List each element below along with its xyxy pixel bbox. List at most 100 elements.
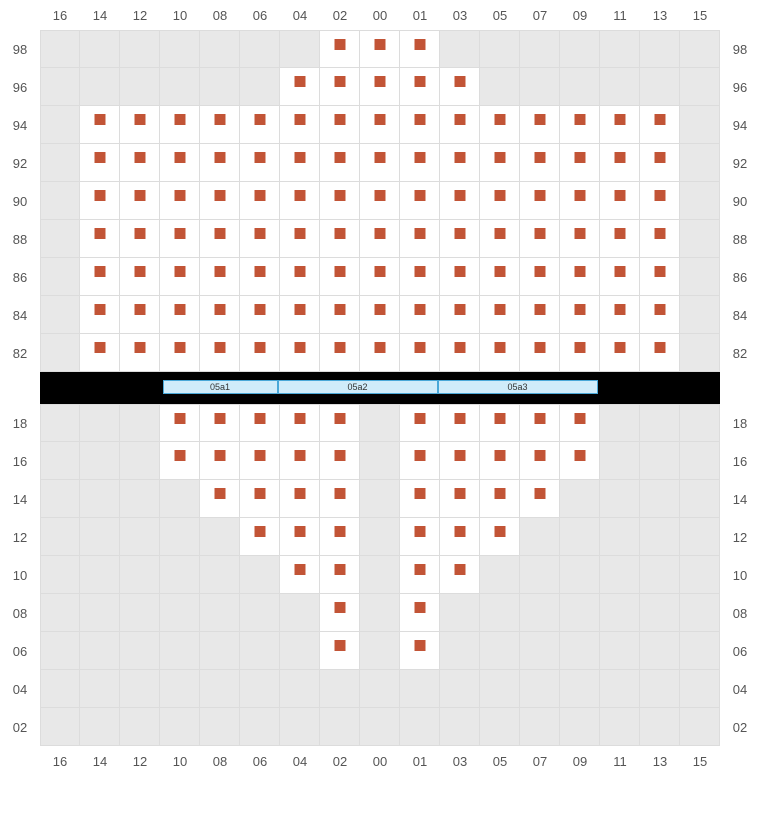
seat-cell[interactable] (240, 518, 280, 556)
seat-cell[interactable] (200, 404, 240, 442)
seat-cell[interactable] (440, 480, 480, 518)
seat-cell[interactable] (400, 632, 440, 670)
seat-cell[interactable] (120, 296, 160, 334)
seat-cell[interactable] (440, 144, 480, 182)
seat-cell[interactable] (320, 442, 360, 480)
seat-cell[interactable] (520, 404, 560, 442)
seat-cell[interactable] (240, 220, 280, 258)
seat-cell[interactable] (480, 404, 520, 442)
seat-cell[interactable] (560, 296, 600, 334)
seat-cell[interactable] (320, 68, 360, 106)
seat-cell[interactable] (120, 144, 160, 182)
seat-cell[interactable] (600, 144, 640, 182)
seat-cell[interactable] (320, 334, 360, 372)
seat-cell[interactable] (400, 296, 440, 334)
seat-cell[interactable] (400, 442, 440, 480)
seat-cell[interactable] (160, 334, 200, 372)
seat-cell[interactable] (520, 480, 560, 518)
seat-cell[interactable] (360, 334, 400, 372)
seat-cell[interactable] (440, 106, 480, 144)
seat-cell[interactable] (280, 106, 320, 144)
seat-cell[interactable] (360, 68, 400, 106)
seat-cell[interactable] (80, 296, 120, 334)
seat-cell[interactable] (240, 442, 280, 480)
seat-cell[interactable] (520, 334, 560, 372)
seat-cell[interactable] (440, 404, 480, 442)
seat-cell[interactable] (400, 480, 440, 518)
seat-cell[interactable] (160, 404, 200, 442)
seat-cell[interactable] (480, 220, 520, 258)
seat-cell[interactable] (600, 106, 640, 144)
seat-cell[interactable] (120, 106, 160, 144)
seat-cell[interactable] (480, 106, 520, 144)
seat-cell[interactable] (280, 68, 320, 106)
seat-cell[interactable] (560, 144, 600, 182)
seat-cell[interactable] (280, 442, 320, 480)
seat-cell[interactable] (640, 220, 680, 258)
seat-cell[interactable] (520, 258, 560, 296)
seat-cell[interactable] (80, 258, 120, 296)
seat-cell[interactable] (400, 594, 440, 632)
stage-tab[interactable]: 05a1 (163, 380, 278, 394)
seat-cell[interactable] (600, 334, 640, 372)
seat-cell[interactable] (640, 144, 680, 182)
seat-cell[interactable] (360, 106, 400, 144)
seat-cell[interactable] (400, 106, 440, 144)
seat-cell[interactable] (480, 296, 520, 334)
seat-cell[interactable] (240, 404, 280, 442)
seat-cell[interactable] (320, 480, 360, 518)
seat-cell[interactable] (640, 296, 680, 334)
seat-cell[interactable] (120, 182, 160, 220)
seat-cell[interactable] (360, 144, 400, 182)
seat-cell[interactable] (560, 220, 600, 258)
seat-cell[interactable] (520, 442, 560, 480)
seat-cell[interactable] (320, 182, 360, 220)
seat-cell[interactable] (80, 220, 120, 258)
seat-cell[interactable] (600, 182, 640, 220)
seat-cell[interactable] (280, 480, 320, 518)
seat-cell[interactable] (200, 258, 240, 296)
seat-cell[interactable] (360, 296, 400, 334)
seat-cell[interactable] (480, 334, 520, 372)
seat-cell[interactable] (320, 296, 360, 334)
seat-cell[interactable] (360, 258, 400, 296)
seat-cell[interactable] (120, 220, 160, 258)
seat-cell[interactable] (440, 296, 480, 334)
seat-cell[interactable] (640, 106, 680, 144)
seat-cell[interactable] (520, 106, 560, 144)
seat-cell[interactable] (360, 182, 400, 220)
seat-cell[interactable] (280, 296, 320, 334)
seat-cell[interactable] (200, 220, 240, 258)
seat-cell[interactable] (320, 144, 360, 182)
seat-cell[interactable] (80, 334, 120, 372)
seat-cell[interactable] (440, 518, 480, 556)
seat-cell[interactable] (80, 182, 120, 220)
seat-cell[interactable] (320, 556, 360, 594)
seat-cell[interactable] (80, 144, 120, 182)
seat-cell[interactable] (560, 258, 600, 296)
seat-cell[interactable] (280, 220, 320, 258)
seat-cell[interactable] (200, 442, 240, 480)
seat-cell[interactable] (480, 480, 520, 518)
seat-cell[interactable] (160, 106, 200, 144)
seat-cell[interactable] (520, 144, 560, 182)
seat-cell[interactable] (400, 518, 440, 556)
seat-cell[interactable] (480, 144, 520, 182)
seat-cell[interactable] (320, 106, 360, 144)
seat-cell[interactable] (520, 296, 560, 334)
seat-cell[interactable] (280, 518, 320, 556)
seat-cell[interactable] (200, 106, 240, 144)
seat-cell[interactable] (560, 404, 600, 442)
seat-cell[interactable] (640, 258, 680, 296)
seat-cell[interactable] (240, 480, 280, 518)
seat-cell[interactable] (600, 296, 640, 334)
seat-cell[interactable] (560, 334, 600, 372)
seat-cell[interactable] (240, 258, 280, 296)
seat-cell[interactable] (200, 182, 240, 220)
seat-cell[interactable] (400, 30, 440, 68)
seat-cell[interactable] (440, 556, 480, 594)
seat-cell[interactable] (440, 220, 480, 258)
seat-cell[interactable] (160, 442, 200, 480)
seat-cell[interactable] (320, 404, 360, 442)
seat-cell[interactable] (280, 144, 320, 182)
